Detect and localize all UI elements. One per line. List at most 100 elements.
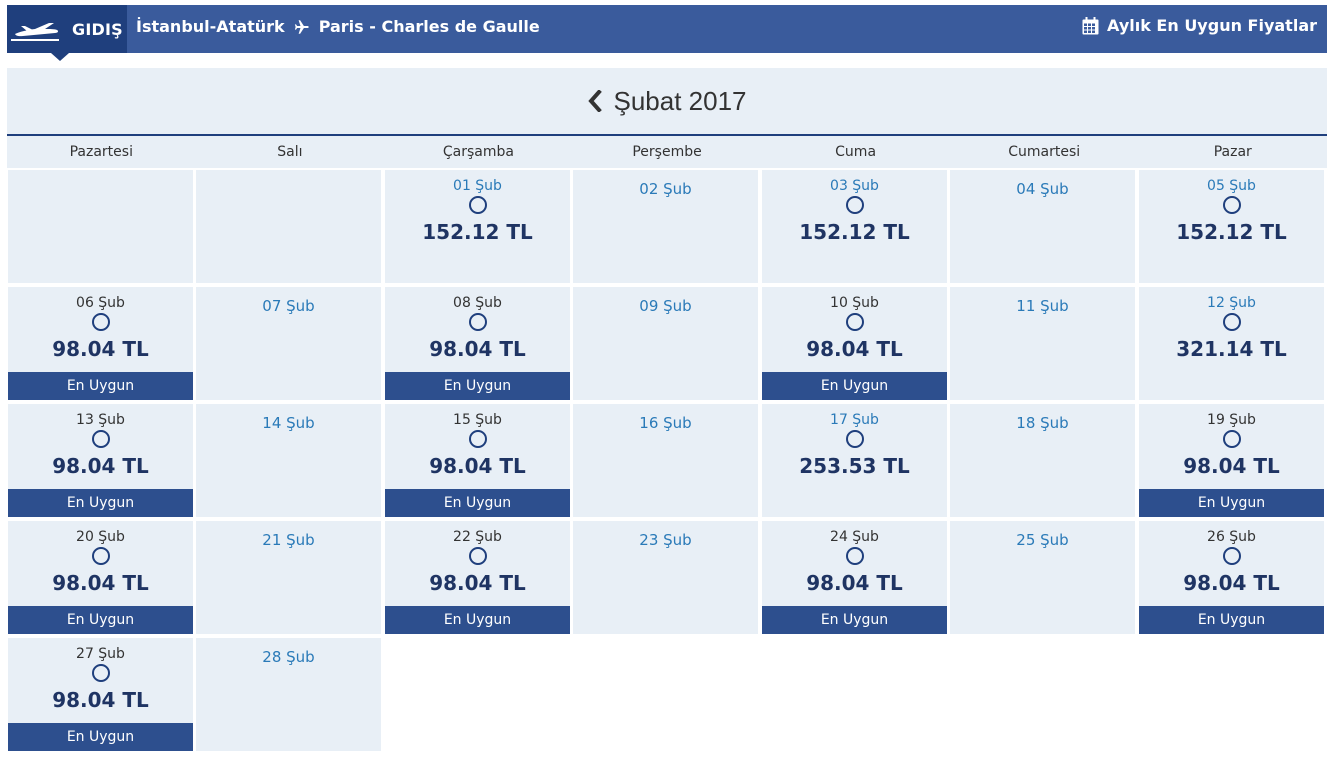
day-cell[interactable]: 20 Şub 98.04 TL En Uygun <box>8 521 193 634</box>
day-cell: 11 Şub <box>950 287 1135 400</box>
empty-day-cell <box>8 170 193 283</box>
day-price: 253.53 TL <box>799 454 910 478</box>
day-select-radio[interactable] <box>1222 547 1241 565</box>
day-cell[interactable]: 01 Şub 152.12 TL <box>385 170 570 283</box>
day-price: 98.04 TL <box>806 337 903 361</box>
day-date: 13 Şub <box>76 412 125 428</box>
direction-label: GIDIŞ <box>72 20 123 39</box>
month-header: Şubat 2017 <box>7 68 1327 136</box>
day-select-radio[interactable] <box>1222 196 1241 214</box>
day-cell: 02 Şub <box>573 170 758 283</box>
flight-header-bar: GIDIŞ İstanbul-Atatürk Paris - Charles d… <box>7 5 1327 53</box>
day-date: 26 Şub <box>1207 529 1256 545</box>
day-price: 152.12 TL <box>422 220 533 244</box>
day-date[interactable]: 16 Şub <box>639 414 692 432</box>
day-date: 06 Şub <box>76 295 125 311</box>
best-price-badge: En Uygun <box>762 372 947 400</box>
day-date: 03 Şub <box>830 178 879 194</box>
weekday-header-row: Pazartesi Salı Çarşamba Perşembe Cuma Cu… <box>7 136 1327 168</box>
day-cell: 18 Şub <box>950 404 1135 517</box>
day-date[interactable]: 07 Şub <box>262 297 315 315</box>
day-date[interactable]: 18 Şub <box>1016 414 1069 432</box>
day-date: 12 Şub <box>1207 295 1256 311</box>
weekday-label: Pazartesi <box>69 144 133 160</box>
month-title: Şubat 2017 <box>613 85 747 116</box>
day-select-radio[interactable] <box>845 547 864 565</box>
day-date[interactable]: 21 Şub <box>262 531 315 549</box>
day-price: 152.12 TL <box>1176 220 1287 244</box>
day-date: 20 Şub <box>76 529 125 545</box>
day-cell: 09 Şub <box>573 287 758 400</box>
day-cell: 21 Şub <box>196 521 381 634</box>
day-cell[interactable]: 26 Şub 98.04 TL En Uygun <box>1139 521 1324 634</box>
direction-tab: GIDIŞ <box>7 5 127 53</box>
day-date[interactable]: 11 Şub <box>1016 297 1069 315</box>
best-price-badge: En Uygun <box>8 372 193 400</box>
day-select-radio[interactable] <box>468 547 487 565</box>
best-price-badge: En Uygun <box>8 723 193 751</box>
day-select-radio[interactable] <box>91 664 110 682</box>
day-select-radio[interactable] <box>91 547 110 565</box>
day-price: 152.12 TL <box>799 220 910 244</box>
chevron-left-icon[interactable] <box>587 90 603 112</box>
day-select-radio[interactable] <box>1222 430 1241 448</box>
best-price-badge: En Uygun <box>8 606 193 634</box>
day-cell[interactable]: 03 Şub 152.12 TL <box>762 170 947 283</box>
day-date[interactable]: 04 Şub <box>1016 180 1069 198</box>
day-price: 98.04 TL <box>429 571 526 595</box>
day-cell[interactable]: 05 Şub 152.12 TL <box>1139 170 1324 283</box>
day-price: 98.04 TL <box>429 454 526 478</box>
best-price-badge: En Uygun <box>385 489 570 517</box>
day-cell: 28 Şub <box>196 638 381 751</box>
price-calendar: Şubat 2017 Pazartesi Salı Çarşamba Perşe… <box>7 68 1327 751</box>
day-price: 98.04 TL <box>1183 571 1280 595</box>
day-cell: 23 Şub <box>573 521 758 634</box>
day-cell: 14 Şub <box>196 404 381 517</box>
day-select-radio[interactable] <box>468 430 487 448</box>
monthly-best-prices-link[interactable]: Aylık En Uygun Fiyatlar <box>1082 16 1317 35</box>
day-select-radio[interactable] <box>468 196 487 214</box>
day-date[interactable]: 02 Şub <box>639 180 692 198</box>
day-cell[interactable]: 15 Şub 98.04 TL En Uygun <box>385 404 570 517</box>
day-price: 98.04 TL <box>52 337 149 361</box>
weekday-label: Perşembe <box>632 144 702 160</box>
calendar-icon <box>1082 16 1099 34</box>
day-select-radio[interactable] <box>845 196 864 214</box>
day-date[interactable]: 09 Şub <box>639 297 692 315</box>
day-cell[interactable]: 12 Şub 321.14 TL <box>1139 287 1324 400</box>
destination-airport: Paris - Charles de Gaulle <box>318 17 540 36</box>
day-date[interactable]: 28 Şub <box>262 648 315 666</box>
best-price-badge: En Uygun <box>1139 606 1324 634</box>
day-select-radio[interactable] <box>845 313 864 331</box>
weekday-label: Cumartesi <box>1008 144 1081 160</box>
day-date[interactable]: 23 Şub <box>639 531 692 549</box>
day-price: 98.04 TL <box>429 337 526 361</box>
day-date: 19 Şub <box>1207 412 1256 428</box>
day-select-radio[interactable] <box>845 430 864 448</box>
day-select-radio[interactable] <box>1222 313 1241 331</box>
day-cell[interactable]: 08 Şub 98.04 TL En Uygun <box>385 287 570 400</box>
day-cell[interactable]: 13 Şub 98.04 TL En Uygun <box>8 404 193 517</box>
day-cell[interactable]: 17 Şub 253.53 TL <box>762 404 947 517</box>
day-date: 24 Şub <box>830 529 879 545</box>
day-date[interactable]: 14 Şub <box>262 414 315 432</box>
day-select-radio[interactable] <box>91 430 110 448</box>
day-cell[interactable]: 27 Şub 98.04 TL En Uygun <box>8 638 193 751</box>
day-price: 98.04 TL <box>52 688 149 712</box>
best-price-badge: En Uygun <box>8 489 193 517</box>
day-date: 27 Şub <box>76 646 125 662</box>
day-cell[interactable]: 24 Şub 98.04 TL En Uygun <box>762 521 947 634</box>
day-date: 22 Şub <box>453 529 502 545</box>
day-price: 98.04 TL <box>52 454 149 478</box>
day-select-radio[interactable] <box>91 313 110 331</box>
route-info: İstanbul-Atatürk Paris - Charles de Gaul… <box>136 17 540 36</box>
day-cell[interactable]: 19 Şub 98.04 TL En Uygun <box>1139 404 1324 517</box>
weekday-label: Pazar <box>1213 144 1252 160</box>
day-price: 98.04 TL <box>806 571 903 595</box>
day-cell[interactable]: 10 Şub 98.04 TL En Uygun <box>762 287 947 400</box>
day-cell[interactable]: 22 Şub 98.04 TL En Uygun <box>385 521 570 634</box>
day-select-radio[interactable] <box>468 313 487 331</box>
best-price-badge: En Uygun <box>385 606 570 634</box>
day-date[interactable]: 25 Şub <box>1016 531 1069 549</box>
day-cell[interactable]: 06 Şub 98.04 TL En Uygun <box>8 287 193 400</box>
